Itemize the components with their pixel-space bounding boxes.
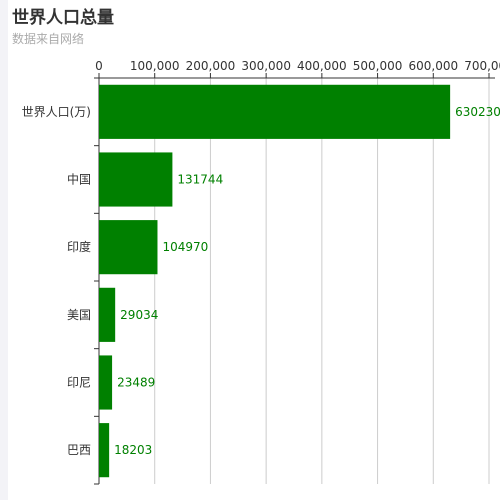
x-tick-label: 0: [95, 59, 103, 73]
value-label: 131744: [177, 173, 223, 187]
x-tick-label: 600,000: [408, 59, 458, 73]
bar: [99, 423, 110, 478]
x-tick-label: 300,000: [241, 59, 291, 73]
chart-subtitle: 数据来自网络: [12, 32, 85, 46]
category-label: 中国: [67, 172, 91, 187]
left-edge-strip: [0, 0, 8, 500]
value-label: 29034: [120, 308, 158, 322]
bar: [99, 287, 116, 342]
value-label: 104970: [162, 240, 208, 254]
bar: [99, 152, 173, 207]
value-label: 18203: [114, 443, 152, 457]
x-tick-label: 200,000: [186, 59, 236, 73]
category-label: 印尼: [67, 376, 91, 390]
category-label: 美国: [67, 308, 91, 322]
chart-title: 世界人口总量: [12, 8, 114, 28]
category-label: 巴西: [67, 443, 91, 457]
category-label: 世界人口(万): [22, 105, 91, 119]
bar: [99, 355, 113, 410]
value-label: 23489: [117, 376, 155, 390]
category-label: 印度: [67, 239, 91, 254]
x-tick-label: 400,000: [297, 59, 347, 73]
x-tick-label: 500,000: [353, 59, 403, 73]
value-label: 630230: [455, 105, 500, 119]
x-tick-label: 100,000: [130, 59, 180, 73]
x-tick-label: 700,000: [464, 59, 500, 73]
bar: [99, 220, 158, 275]
bar: [99, 84, 451, 139]
